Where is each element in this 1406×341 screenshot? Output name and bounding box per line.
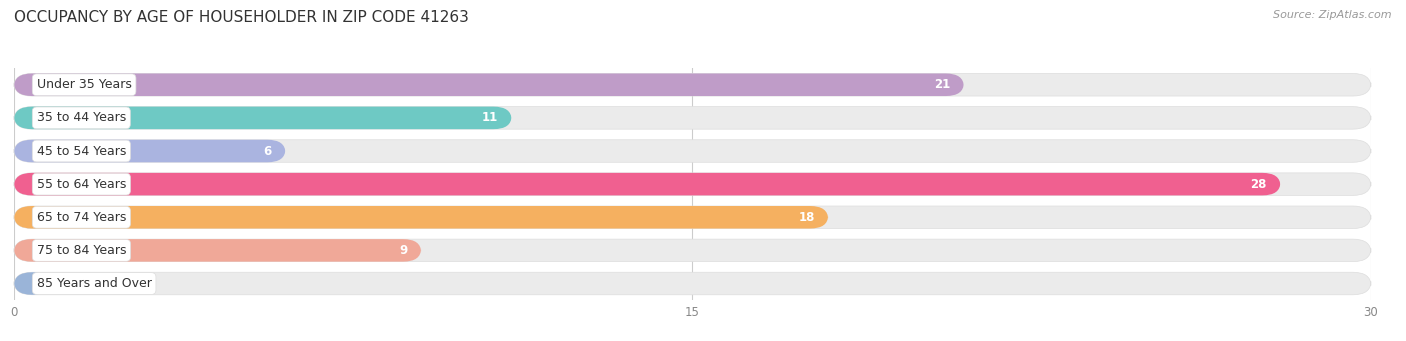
FancyBboxPatch shape bbox=[14, 74, 965, 96]
FancyBboxPatch shape bbox=[14, 239, 1371, 262]
Text: 65 to 74 Years: 65 to 74 Years bbox=[37, 211, 127, 224]
Text: 6: 6 bbox=[263, 145, 271, 158]
FancyBboxPatch shape bbox=[14, 107, 1371, 129]
FancyBboxPatch shape bbox=[14, 272, 1371, 295]
FancyBboxPatch shape bbox=[14, 107, 512, 129]
Text: Source: ZipAtlas.com: Source: ZipAtlas.com bbox=[1274, 10, 1392, 20]
Text: 18: 18 bbox=[799, 211, 814, 224]
Text: OCCUPANCY BY AGE OF HOUSEHOLDER IN ZIP CODE 41263: OCCUPANCY BY AGE OF HOUSEHOLDER IN ZIP C… bbox=[14, 10, 470, 25]
Text: 11: 11 bbox=[482, 112, 498, 124]
Text: 0: 0 bbox=[63, 277, 72, 290]
FancyBboxPatch shape bbox=[14, 74, 1371, 96]
FancyBboxPatch shape bbox=[14, 173, 1281, 195]
FancyBboxPatch shape bbox=[14, 140, 1371, 162]
FancyBboxPatch shape bbox=[14, 272, 51, 295]
Text: 45 to 54 Years: 45 to 54 Years bbox=[37, 145, 127, 158]
Text: 9: 9 bbox=[399, 244, 408, 257]
Text: 21: 21 bbox=[934, 78, 950, 91]
Text: 55 to 64 Years: 55 to 64 Years bbox=[37, 178, 127, 191]
Text: Under 35 Years: Under 35 Years bbox=[37, 78, 132, 91]
Text: 28: 28 bbox=[1250, 178, 1267, 191]
FancyBboxPatch shape bbox=[14, 140, 285, 162]
FancyBboxPatch shape bbox=[14, 173, 1371, 195]
FancyBboxPatch shape bbox=[14, 206, 828, 228]
Text: 35 to 44 Years: 35 to 44 Years bbox=[37, 112, 127, 124]
FancyBboxPatch shape bbox=[14, 239, 422, 262]
Text: 75 to 84 Years: 75 to 84 Years bbox=[37, 244, 127, 257]
FancyBboxPatch shape bbox=[14, 206, 1371, 228]
Text: 85 Years and Over: 85 Years and Over bbox=[37, 277, 152, 290]
